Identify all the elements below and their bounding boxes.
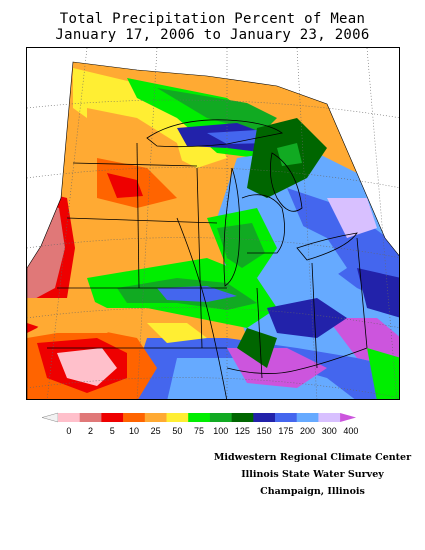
lat-lon-grid (27, 48, 399, 399)
legend-swatch (188, 413, 211, 422)
map-graphic (27, 48, 399, 399)
legend-label: 125 (235, 426, 250, 436)
legend-arrow-left (41, 412, 59, 423)
legend-label: 25 (151, 426, 161, 436)
legend-label: 50 (172, 426, 182, 436)
legend-swatch (253, 413, 276, 422)
precip-field (27, 62, 399, 399)
state-boundaries (47, 119, 368, 399)
map-title: Total Precipitation Percent of Mean (59, 11, 366, 27)
legend-label: 5 (110, 426, 115, 436)
legend-swatch (58, 413, 80, 422)
legend-label: 0 (66, 426, 71, 436)
legend-swatch (123, 413, 146, 422)
legend-swatch (144, 413, 167, 422)
legend-label: 175 (278, 426, 293, 436)
precipitation-legend: 0 2 5 10 25 50 75 100 125 150 175 200 300 400 (41, 412, 358, 436)
legend-label: 2 (88, 426, 93, 436)
legend-label: 400 (343, 426, 358, 436)
legend-label: 150 (257, 426, 272, 436)
credit-line-2: Illinois State Water Survey (241, 469, 384, 480)
legend-label: 75 (194, 426, 204, 436)
legend-swatch (296, 413, 319, 422)
legend-label: 200 (300, 426, 315, 436)
legend-swatch (209, 413, 232, 422)
legend-swatch (340, 413, 357, 422)
legend-label: 300 (322, 426, 337, 436)
legend-label: 10 (129, 426, 139, 436)
map-date-range: January 17, 2006 to January 23, 2006 (55, 27, 370, 43)
legend-swatch (231, 413, 254, 422)
domain-outline (27, 61, 399, 399)
legend-label: 100 (213, 426, 228, 436)
credit-line-3: Champaign, Illinois (260, 486, 365, 497)
legend-swatch (101, 413, 124, 422)
legend-swatch (318, 413, 341, 422)
precipitation-map (26, 47, 400, 400)
credit-line-1: Midwestern Regional Climate Center (213, 452, 412, 463)
legend-swatch (166, 413, 189, 422)
legend-swatch (275, 413, 297, 422)
legend-swatch (79, 413, 102, 422)
